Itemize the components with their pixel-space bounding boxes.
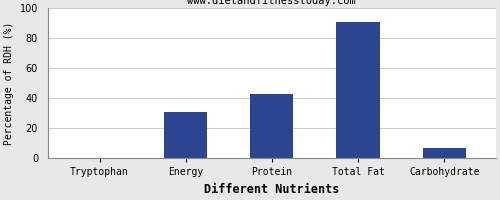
X-axis label: Different Nutrients: Different Nutrients: [204, 183, 340, 196]
Bar: [164, 112, 207, 158]
Bar: [336, 22, 380, 158]
Bar: [250, 94, 294, 158]
Title: Nuts, walnuts, black, dried per 100g
www.dietandfitnesstoday.com: Nuts, walnuts, black, dried per 100g www…: [0, 199, 1, 200]
Text: www.dietandfitnesstoday.com: www.dietandfitnesstoday.com: [188, 0, 356, 6]
Y-axis label: Percentage of RDH (%): Percentage of RDH (%): [4, 22, 14, 145]
Bar: [422, 148, 466, 158]
